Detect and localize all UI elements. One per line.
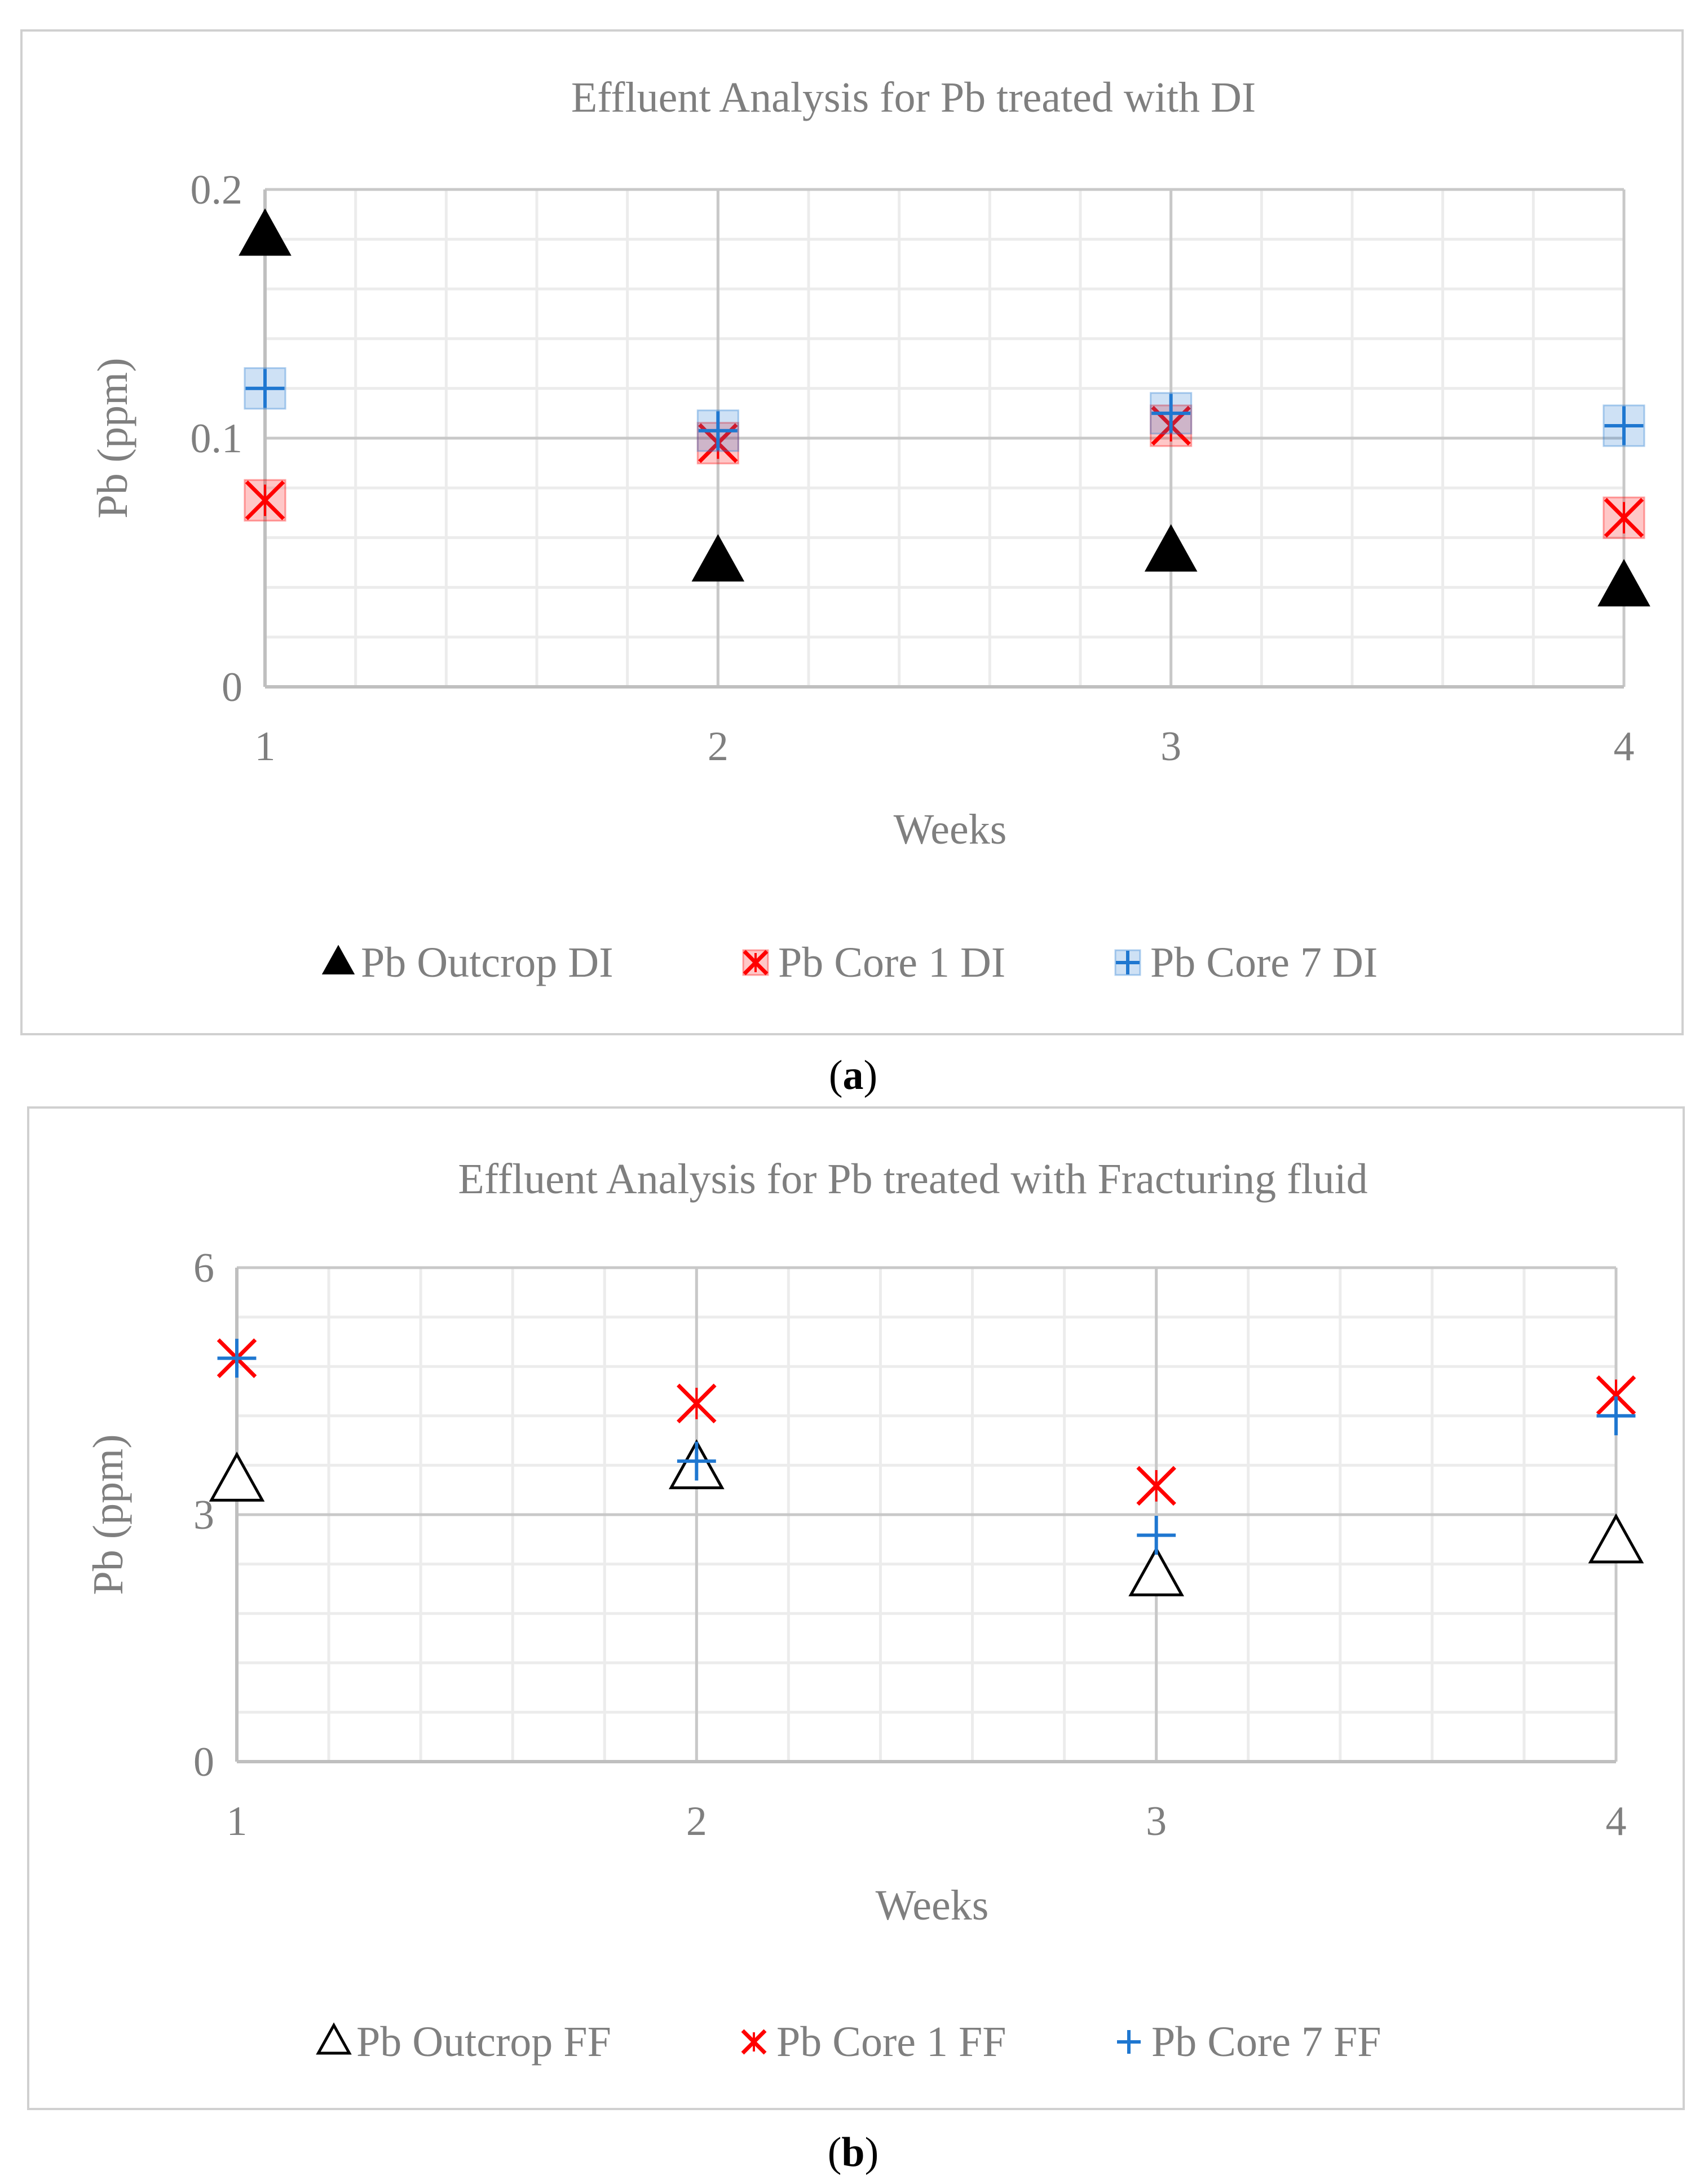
legend-label: Pb Outcrop FF: [356, 2018, 611, 2066]
legend: Pb Outcrop FF Pb Core 1 FF Pb Core 7 FF: [316, 2018, 1381, 2066]
data-point: [1596, 1396, 1636, 1436]
triangle-marker-shape: [316, 2022, 352, 2055]
data-point: [1150, 392, 1193, 435]
legend: Pb Outcrop DI Pb Core 1 DI Pb Core 7 DI: [321, 939, 1378, 986]
data-point: [1603, 496, 1645, 539]
data-point: [244, 367, 286, 410]
chart-a-svg: Effluent Analysis for Pb treated with DI…: [89, 74, 1650, 986]
y-tick-label: 0: [222, 664, 242, 711]
data-point: [677, 1441, 716, 1481]
data-point: [1128, 1546, 1185, 1596]
legend-label: Pb Core 1 DI: [778, 939, 1005, 986]
x-tick-label: 4: [1614, 723, 1635, 770]
data-point: [1588, 1513, 1644, 1564]
data-point: [1144, 524, 1198, 572]
chart-panel-b: Effluent Analysis for Pb treated with Fr…: [27, 1106, 1685, 2110]
x-tick-label: 2: [686, 1798, 707, 1845]
x-tick-label: 3: [1146, 1798, 1167, 1845]
data-point: [1137, 1516, 1176, 1555]
legend-marker: [321, 945, 355, 974]
y-tick-label: 6: [193, 1245, 214, 1291]
triangle-marker-shape: [1588, 1513, 1644, 1564]
data-point: [677, 1383, 717, 1424]
chart-b-svg: Effluent Analysis for Pb treated with Fr…: [85, 1155, 1644, 2066]
legend-label: Pb Core 7 FF: [1151, 2018, 1381, 2066]
x-tick-label: 4: [1606, 1798, 1627, 1845]
x-tick-label: 2: [708, 723, 729, 770]
data-points: [209, 1338, 1644, 1596]
legend-marker: [316, 2022, 352, 2055]
data-point: [239, 208, 292, 256]
data-point: [1603, 404, 1645, 447]
data-point: [696, 409, 739, 452]
panel-label-a: (a): [828, 1052, 878, 1098]
chart-panel-a: Effluent Analysis for Pb treated with DI…: [20, 29, 1684, 1035]
data-points: [239, 208, 1650, 607]
panel-label-b: (b): [827, 2129, 879, 2176]
data-point: [691, 534, 745, 582]
x-tick-label: 1: [227, 1798, 248, 1845]
data-point: [209, 1451, 265, 1502]
legend-marker: [741, 2029, 767, 2055]
gridlines: [263, 188, 1626, 689]
data-point: [217, 1339, 257, 1378]
y-tick-label: 0.2: [191, 167, 243, 213]
legend-marker: [742, 949, 769, 976]
triangle-marker-shape: [1597, 559, 1650, 607]
triangle-marker-shape: [321, 945, 355, 974]
legend-label: Pb Core 7 DI: [1150, 939, 1378, 986]
triangle-marker-shape: [1128, 1546, 1185, 1596]
triangle-marker-shape: [239, 208, 292, 256]
chart-title: Effluent Analysis for Pb treated with DI: [571, 74, 1256, 121]
triangle-marker-shape: [691, 534, 745, 582]
chart-title: Effluent Analysis for Pb treated with Fr…: [458, 1155, 1367, 1203]
y-tick-label: 0.1: [191, 416, 243, 462]
legend-marker: [1114, 949, 1141, 976]
legend-marker: [1117, 2030, 1141, 2054]
x-axis-title: Weeks: [876, 1882, 989, 1929]
y-tick-label: 0: [193, 1739, 214, 1785]
triangle-marker-shape: [1144, 524, 1198, 572]
y-axis-title: Pb (ppm): [85, 1435, 132, 1595]
x-axis-title: Weeks: [894, 806, 1007, 853]
x-tick-label: 3: [1160, 723, 1181, 770]
data-point: [244, 479, 286, 522]
data-point: [1597, 559, 1650, 607]
legend-label: Pb Outcrop DI: [361, 939, 613, 986]
y-axis-title: Pb (ppm): [89, 358, 136, 519]
data-point: [1136, 1466, 1176, 1506]
x-tick-label: 1: [255, 723, 276, 770]
legend-label: Pb Core 1 FF: [776, 2018, 1006, 2066]
triangle-marker-shape: [209, 1451, 265, 1502]
gridlines: [235, 1266, 1618, 1763]
